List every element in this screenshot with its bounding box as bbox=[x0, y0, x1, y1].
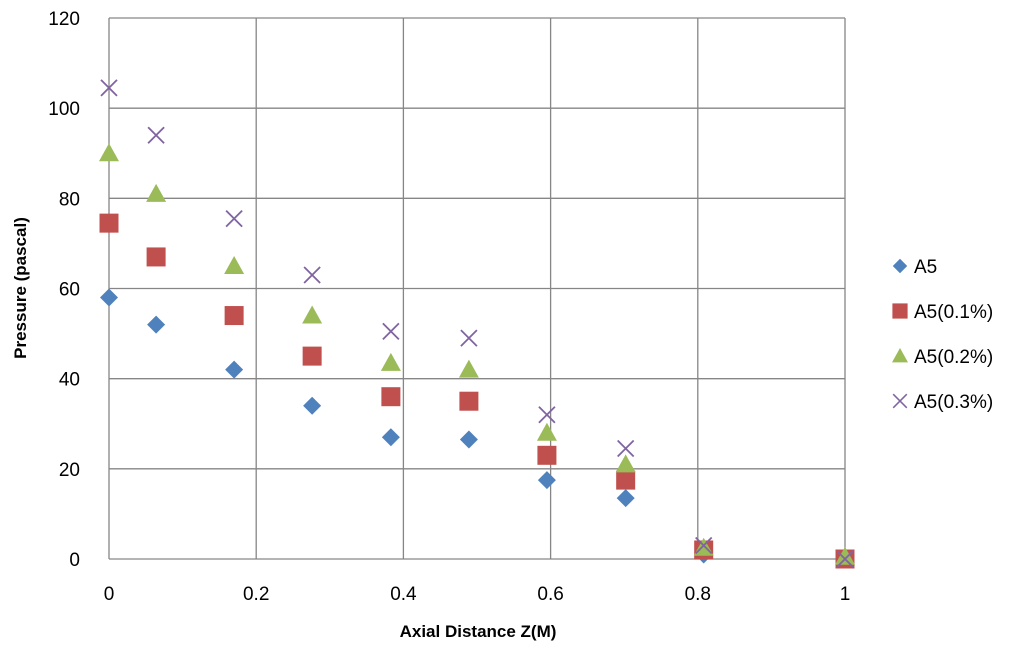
data-point bbox=[538, 406, 556, 424]
chart-legend: A5 A5(0.1%) A5(0.2%) A5(0.3%) bbox=[892, 257, 993, 413]
data-point bbox=[225, 209, 243, 228]
data-point bbox=[147, 126, 165, 144]
data-point bbox=[303, 396, 322, 415]
data-point bbox=[695, 536, 713, 555]
x-tick-label: 0.2 bbox=[243, 584, 269, 605]
y-axis-title: Pressure (pascal) bbox=[11, 217, 30, 359]
x-axis-title: Axial Distance Z(M) bbox=[400, 622, 557, 641]
y-tick-label: 120 bbox=[48, 9, 80, 30]
data-point bbox=[146, 247, 166, 267]
data-point bbox=[99, 143, 119, 162]
data-point bbox=[225, 360, 244, 379]
data-point bbox=[617, 439, 635, 458]
data-point bbox=[537, 471, 556, 490]
data-point bbox=[458, 359, 479, 378]
legend-marker bbox=[892, 258, 908, 274]
legend-label: A5(0.2%) bbox=[914, 347, 993, 368]
y-tick-label: 100 bbox=[48, 99, 80, 120]
y-tick-label: 20 bbox=[59, 460, 80, 481]
data-point bbox=[460, 329, 478, 347]
legend-marker bbox=[892, 348, 908, 363]
data-point bbox=[100, 288, 118, 307]
x-tick-label: 0.4 bbox=[390, 584, 417, 605]
legend-label: A5 bbox=[914, 257, 937, 278]
legend-marker bbox=[892, 393, 908, 409]
data-point bbox=[381, 387, 401, 407]
data-point bbox=[302, 305, 323, 324]
data-point bbox=[382, 322, 400, 340]
legend-item: A5(0.2%) bbox=[892, 347, 993, 368]
data-point bbox=[616, 489, 635, 508]
data-point bbox=[615, 454, 636, 473]
legend-item: A5(0.3%) bbox=[892, 392, 993, 413]
data-point bbox=[537, 445, 557, 465]
data-point bbox=[147, 315, 166, 334]
legend-item: A5(0.1%) bbox=[892, 302, 993, 323]
legend-label: A5(0.3%) bbox=[914, 392, 993, 413]
data-point bbox=[100, 79, 118, 97]
x-tick-label: 0.6 bbox=[537, 584, 563, 605]
legend-label: A5(0.1%) bbox=[914, 302, 993, 323]
data-point bbox=[380, 352, 401, 371]
y-tick-label: 80 bbox=[59, 189, 80, 210]
data-point bbox=[224, 255, 245, 274]
legend-marker bbox=[892, 303, 908, 319]
x-tick-label: 0 bbox=[104, 584, 115, 605]
data-point bbox=[224, 306, 244, 326]
data-point bbox=[836, 550, 854, 568]
chart-grid bbox=[108, 17, 846, 560]
data-point bbox=[459, 430, 478, 449]
axis-ticks: 0 0.2 0.4 0.6 0.8 1 0 20 40 60 80 100 120 bbox=[48, 9, 850, 605]
data-point bbox=[146, 183, 167, 202]
x-tick-label: 0.8 bbox=[685, 584, 711, 605]
y-tick-label: 0 bbox=[69, 550, 80, 571]
data-point bbox=[303, 266, 321, 284]
data-point bbox=[835, 546, 855, 565]
y-tick-label: 60 bbox=[59, 280, 80, 301]
legend-item: A5 bbox=[892, 257, 937, 278]
data-point bbox=[99, 213, 119, 233]
data-point bbox=[536, 422, 557, 441]
data-point bbox=[381, 428, 400, 447]
x-tick-label: 1 bbox=[840, 584, 851, 605]
data-point bbox=[459, 391, 479, 411]
data-point bbox=[616, 470, 636, 490]
chart-markers bbox=[99, 79, 855, 569]
y-tick-label: 40 bbox=[59, 370, 80, 391]
data-point bbox=[302, 346, 322, 366]
